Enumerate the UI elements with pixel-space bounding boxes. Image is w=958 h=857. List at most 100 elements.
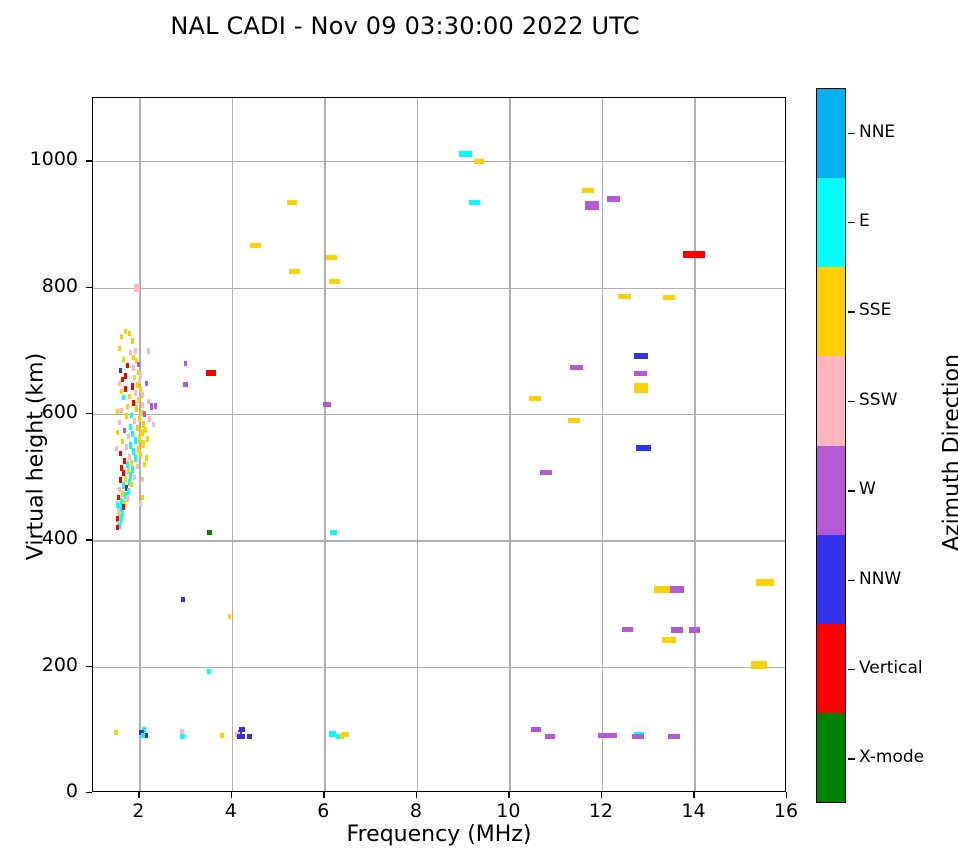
data-mark [683, 250, 688, 258]
data-mark [250, 243, 262, 249]
data-mark [127, 478, 131, 486]
colorbar-tick [848, 758, 855, 760]
data-mark [545, 733, 556, 739]
data-mark [688, 626, 700, 633]
data-mark [115, 430, 119, 436]
data-mark [125, 363, 129, 369]
data-mark [341, 732, 349, 738]
data-mark [131, 338, 135, 345]
data-mark [120, 464, 124, 471]
data-mark [206, 668, 211, 674]
data-mark [123, 475, 127, 482]
data-mark [128, 350, 132, 356]
data-mark [134, 390, 138, 397]
x-tick [600, 792, 603, 798]
data-mark [540, 469, 553, 475]
data-mark [632, 733, 644, 739]
data-mark [132, 448, 136, 456]
data-mark [149, 402, 153, 410]
data-mark [120, 408, 124, 414]
data-mark [138, 501, 142, 507]
data-mark [634, 352, 649, 359]
colorbar-tick [848, 222, 855, 224]
colorbar-label-w: W [859, 479, 876, 500]
data-mark [237, 729, 243, 735]
data-mark [140, 391, 144, 398]
data-mark [136, 362, 140, 368]
data-mark [146, 436, 150, 443]
data-mark [133, 375, 137, 381]
y-tick [86, 412, 92, 415]
data-mark [136, 369, 140, 375]
data-mark [140, 494, 144, 500]
gridline-horizontal [93, 666, 785, 668]
colorbar-segment-e[interactable] [817, 178, 845, 268]
data-mark [286, 199, 298, 205]
data-mark [118, 345, 122, 351]
colorbar-segment-nne[interactable] [817, 89, 845, 179]
data-mark [123, 491, 127, 499]
data-mark [137, 378, 141, 384]
data-mark [125, 460, 129, 468]
data-mark [126, 468, 130, 475]
colorbar[interactable] [816, 88, 846, 803]
data-mark [238, 726, 245, 732]
x-tick [415, 792, 418, 798]
data-mark [133, 474, 137, 480]
data-mark [143, 410, 147, 417]
data-mark [122, 503, 126, 510]
data-mark [130, 412, 134, 418]
data-mark [140, 428, 144, 436]
y-tick-label: 800 [41, 274, 78, 297]
colorbar-segment-ssw[interactable] [817, 356, 845, 446]
data-mark [141, 726, 147, 732]
x-tick-label: 6 [317, 800, 330, 822]
y-axis-label: Virtual height (km) [23, 352, 49, 561]
colorbar-label-e: E [859, 211, 870, 232]
y-tick-label: 600 [41, 400, 78, 423]
x-tick-label: 4 [224, 800, 237, 822]
data-mark [582, 188, 595, 194]
colorbar-segment-x-mode[interactable] [817, 712, 845, 802]
data-mark [179, 728, 185, 735]
data-mark [121, 510, 125, 517]
data-mark [136, 445, 140, 453]
data-mark [122, 470, 126, 477]
data-mark [123, 373, 127, 379]
data-mark [143, 461, 147, 467]
colorbar-label-sse: SSE [859, 300, 892, 321]
data-mark [139, 409, 143, 416]
data-mark [119, 477, 123, 484]
data-mark [141, 733, 148, 738]
data-mark [128, 423, 132, 430]
y-tick [86, 286, 92, 288]
data-mark [117, 508, 121, 515]
x-tick-label: 2 [132, 800, 145, 822]
data-mark [123, 328, 127, 334]
data-mark [116, 501, 120, 508]
data-mark [120, 497, 124, 505]
data-mark [114, 446, 118, 452]
y-tick-label: 400 [41, 527, 78, 550]
data-mark [141, 439, 145, 448]
x-tick [230, 792, 233, 798]
colorbar-segment-w[interactable] [817, 445, 845, 535]
data-mark [117, 494, 121, 500]
data-mark [322, 401, 331, 407]
colorbar-segment-nnw[interactable] [817, 534, 845, 624]
x-tick-label: 10 [496, 800, 521, 822]
y-tick [86, 160, 92, 162]
data-mark [125, 496, 129, 503]
data-mark [114, 729, 119, 735]
page-title: NAL CADI - Nov 09 03:30:00 2022 UTC [170, 12, 640, 40]
data-mark [531, 726, 542, 732]
data-mark [153, 403, 157, 410]
colorbar-segment-vertical[interactable] [817, 623, 845, 713]
data-mark [288, 269, 300, 275]
colorbar-segment-sse[interactable] [817, 267, 845, 357]
data-mark [634, 388, 649, 394]
data-mark [120, 514, 124, 522]
data-mark [123, 385, 127, 392]
y-tick [86, 665, 92, 668]
x-tick [138, 792, 140, 798]
